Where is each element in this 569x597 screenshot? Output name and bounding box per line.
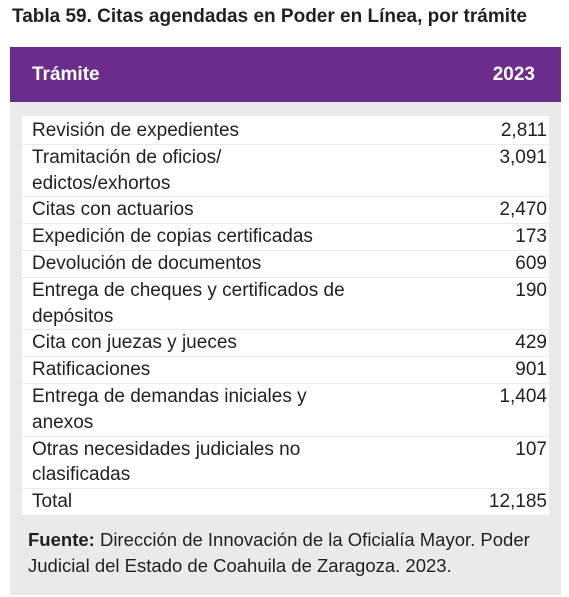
table-row: Ratificaciones 901 — [22, 357, 549, 384]
row-name: Total — [32, 491, 73, 513]
row-name: Otras necesidades judiciales no clasific… — [32, 438, 301, 486]
table-row: Tramitación de oficios/ edictos/exhortos… — [22, 145, 549, 198]
row-name: Entrega de demandas iniciales y anexos — [32, 385, 307, 433]
row-value: 107 — [515, 438, 547, 460]
table-row: Cita con juezas y jueces 429 — [22, 330, 549, 358]
row-name: Tramitación de oficios/ edictos/exhortos — [32, 146, 222, 194]
row-value: 190 — [515, 279, 547, 301]
row-value: 2,470 — [499, 199, 547, 221]
source-note: Fuente: Dirección de Innovación de la Of… — [28, 527, 553, 579]
table-row: Citas con actuarios 2,470 — [22, 197, 549, 225]
source-text: Dirección de Innovación de la Oficialía … — [28, 529, 530, 576]
row-value: 12,185 — [488, 491, 547, 513]
row-value: 1,404 — [499, 385, 547, 407]
header-tramite: Trámite — [32, 64, 100, 85]
row-value: 2,811 — [500, 120, 547, 141]
row-name: Cita con juezas y jueces — [32, 332, 237, 354]
row-value: 3,091 — [499, 146, 547, 168]
row-name: Citas con actuarios — [32, 199, 194, 221]
table-row: Revisión de expedientes 2,811 — [22, 118, 549, 145]
table-body: Revisión de expedientes 2,811 Tramitació… — [22, 116, 549, 515]
row-name: Ratificaciones — [32, 359, 151, 381]
table-row: Entrega de demandas iniciales y anexos 1… — [22, 384, 549, 437]
header-year: 2023 — [492, 64, 535, 85]
table-row: Entrega de cheques y certificados de dep… — [22, 278, 549, 331]
row-value: 609 — [515, 252, 547, 274]
table-header: Trámite 2023 — [10, 47, 561, 102]
row-name: Revisión de expedientes — [32, 120, 240, 141]
table-row-total: Total 12,185 — [22, 489, 549, 515]
table-row: Expedición de copias certificadas 173 — [22, 224, 549, 251]
source-label: Fuente: — [28, 529, 95, 550]
table-title: Tabla 59. Citas agendadas en Poder en Lí… — [12, 6, 527, 27]
row-name: Entrega de cheques y certificados de dep… — [32, 279, 345, 327]
row-name: Expedición de copias certificadas — [32, 226, 313, 248]
row-value: 901 — [515, 359, 547, 381]
row-value: 429 — [515, 332, 547, 354]
table-panel: Trámite 2023 Revisión de expedientes 2,8… — [10, 47, 561, 595]
table-row: Devolución de documentos 609 — [22, 251, 549, 278]
table-row: Otras necesidades judiciales no clasific… — [22, 437, 549, 490]
row-value: 173 — [515, 226, 547, 248]
row-name: Devolución de documentos — [32, 252, 262, 274]
